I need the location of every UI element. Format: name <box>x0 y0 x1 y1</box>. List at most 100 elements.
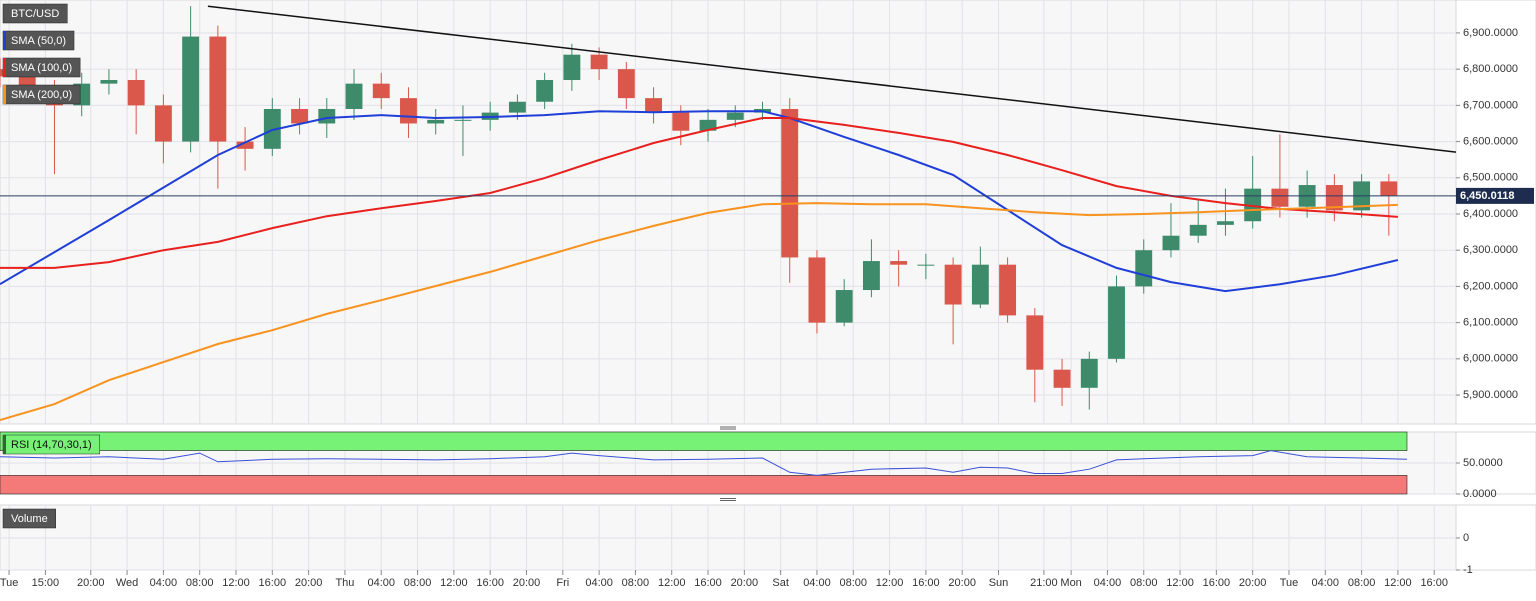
candle-body <box>236 141 254 149</box>
overbought-band <box>0 431 1408 451</box>
x-tick-label: 20:00 <box>731 577 759 589</box>
candle-body <box>536 80 554 102</box>
x-tick-label: 20:00 <box>1239 577 1267 589</box>
y-tick-label: 6,700.0000 <box>1463 99 1518 111</box>
last-price-label: 6,450.0118 <box>1460 190 1514 202</box>
legend-label: Volume <box>11 513 48 525</box>
sma-line <box>0 202 1398 421</box>
x-tick-label: 08:00 <box>186 577 214 589</box>
candle-body <box>127 80 145 106</box>
y-tick-label: 0.0000 <box>1463 488 1497 500</box>
x-tick-label: 04:00 <box>1312 577 1340 589</box>
x-tick-label: 04:00 <box>150 577 178 589</box>
x-tick-label: 12:00 <box>1384 577 1412 589</box>
candle-body <box>182 36 200 142</box>
sma-line <box>0 117 1398 269</box>
legend-box <box>2 508 56 529</box>
y-tick-label: 50.0000 <box>1463 457 1503 469</box>
legend-swatch <box>3 85 6 104</box>
candle-body <box>699 119 717 131</box>
legend-label: SMA (200,0) <box>11 89 72 101</box>
x-tick-label: 08:00 <box>1348 577 1376 589</box>
candle-body <box>781 108 799 258</box>
candle-body <box>944 264 962 305</box>
x-tick-label: 12:00 <box>222 577 250 589</box>
candle-body <box>1162 235 1180 251</box>
x-tick-label: 16:00 <box>1203 577 1231 589</box>
x-tick-label: 20:00 <box>948 577 976 589</box>
x-tick-label: Thu <box>335 577 354 589</box>
candle-body <box>154 105 172 142</box>
x-tick-label: 16:00 <box>912 577 940 589</box>
x-tick-label: 04:00 <box>367 577 395 589</box>
x-tick-label: 12:00 <box>440 577 468 589</box>
candle-body <box>1080 358 1098 388</box>
candle-body <box>1026 315 1044 370</box>
candle-body <box>372 83 390 99</box>
y-tick-label: -1 <box>1463 564 1473 576</box>
x-tick-label: 08:00 <box>622 577 650 589</box>
x-tick-label: Sat <box>772 577 789 589</box>
trendline <box>207 5 1457 153</box>
y-tick-label: 6,000.0000 <box>1463 353 1518 365</box>
x-tick-label: Tue <box>0 577 18 589</box>
x-tick-label: 20:00 <box>513 577 541 589</box>
y-tick-label: 6,300.0000 <box>1463 244 1518 256</box>
x-tick-label: 04:00 <box>803 577 831 589</box>
legend-label: BTC/USD <box>11 8 59 20</box>
candle-body <box>862 261 880 291</box>
candle-body <box>590 54 608 70</box>
x-tick-label: 04:00 <box>585 577 613 589</box>
candle-body <box>209 36 227 142</box>
candle-body <box>345 83 363 109</box>
sma-line <box>0 110 1399 293</box>
x-tick-label: 08:00 <box>404 577 432 589</box>
candle-body <box>890 261 908 265</box>
y-tick-label: 6,400.0000 <box>1463 208 1518 220</box>
x-tick-label: Mon <box>1060 577 1081 589</box>
y-tick-label: 6,600.0000 <box>1463 135 1518 147</box>
y-tick-label: 6,100.0000 <box>1463 317 1518 329</box>
legend-box <box>2 3 68 24</box>
candle-body <box>1216 221 1234 225</box>
legend-swatch <box>3 435 6 454</box>
y-tick-label: 5,900.0000 <box>1463 389 1518 401</box>
x-tick-label: 08:00 <box>840 577 868 589</box>
candle-body <box>1325 185 1343 211</box>
x-tick-label: 12:00 <box>1166 577 1194 589</box>
candle-body <box>1108 286 1125 359</box>
candle-body <box>263 108 281 149</box>
y-tick-label: 6,800.0000 <box>1463 63 1518 75</box>
candle-body <box>1271 188 1289 207</box>
axis-background <box>1455 0 1536 425</box>
x-tick-label: 16:00 <box>1420 577 1448 589</box>
x-tick-label: 20:00 <box>77 577 105 589</box>
x-tick-label: 08:00 <box>1130 577 1158 589</box>
x-tick-label: 04:00 <box>1094 577 1122 589</box>
legend-swatch <box>3 31 6 50</box>
candle-body <box>1380 181 1398 196</box>
candle-body <box>454 119 472 121</box>
candle-body <box>1135 250 1153 287</box>
candle-body <box>726 112 744 120</box>
x-tick-label: 12:00 <box>658 577 686 589</box>
x-tick-label: 16:00 <box>694 577 722 589</box>
candle-body <box>100 80 118 84</box>
candle-body <box>318 108 336 124</box>
candle-body <box>1189 224 1207 236</box>
last-price-box <box>1456 187 1534 204</box>
candle-body <box>1053 369 1071 388</box>
candle-body <box>999 264 1017 316</box>
y-tick-label: 6,900.0000 <box>1463 27 1518 39</box>
x-tick-label: 12:00 <box>876 577 904 589</box>
candle-body <box>617 69 635 99</box>
candle-body <box>1244 188 1262 222</box>
candle-body <box>917 264 935 266</box>
x-tick-label: 16:00 <box>476 577 504 589</box>
y-tick-label: 6,200.0000 <box>1463 280 1518 292</box>
candle-body <box>508 101 526 113</box>
candle-body <box>808 257 826 323</box>
rsi-line <box>0 450 1408 476</box>
axis-background <box>1455 504 1536 571</box>
